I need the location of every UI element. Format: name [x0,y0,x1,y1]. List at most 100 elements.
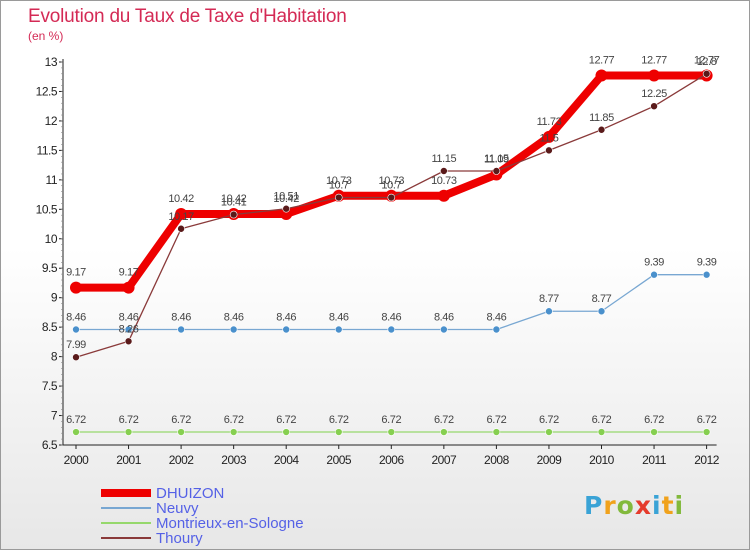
y-tick-label: 8.5 [42,320,58,334]
data-label: 10.73 [326,175,352,187]
data-point [72,325,80,334]
data-point [440,167,448,175]
data-point [545,428,553,436]
y-tick-label: 13 [45,55,58,69]
x-tick-label: 2004 [274,453,300,467]
data-label: 10.41 [221,197,247,209]
data-label: 12.77 [641,55,667,67]
y-tick-label: 8 [51,350,58,364]
data-point [648,69,661,82]
y-tick-label: 11 [46,173,58,187]
chart-title: Evolution du Taux de Taxe d'Habitation [28,6,347,27]
data-point [229,325,238,334]
data-label: 8.46 [329,312,349,324]
y-tick-label: 10 [45,232,58,246]
legend-item: Neuvy [101,500,361,517]
x-tick-label: 2012 [694,453,720,467]
data-label: 6.72 [592,414,612,426]
x-tick-label: 2006 [379,453,405,467]
x-tick-label: 2002 [169,453,195,467]
data-point [124,428,133,436]
data-label: 6.72 [697,414,717,426]
x-tick-label: 2000 [64,453,90,467]
series-neuvy [72,270,711,334]
x-tick-label: 2010 [589,453,615,467]
data-label: 8.46 [276,312,296,324]
data-point [175,208,188,221]
data-point [597,307,606,316]
data-label: 6.72 [66,414,86,426]
data-point [440,325,448,334]
chart-unit: (en %) [28,29,64,43]
data-label: 8.46 [119,312,139,324]
data-point [650,428,658,436]
y-tick-label: 12 [45,114,58,128]
data-label: 10.7 [329,180,349,192]
y-tick-label: 7.5 [42,379,58,393]
data-label: 8.77 [592,293,612,305]
data-point [702,428,711,436]
data-label: 9.17 [66,267,86,279]
proxiti-logo: Proxiti [584,491,684,520]
x-tick-label: 2009 [537,453,563,467]
data-point [597,125,606,134]
data-point [702,270,711,279]
data-label: 6.72 [539,414,559,426]
data-label: 10.51 [273,191,299,203]
data-label: 8.46 [434,312,454,324]
data-label: 10.42 [273,193,299,205]
y-tick-label: 12.5 [36,84,58,98]
data-point [387,325,396,334]
y-tick-label: 9 [51,291,58,305]
data-label: 6.72 [119,414,139,426]
data-label: 11.85 [589,112,614,124]
x-tick-label: 2011 [642,453,667,467]
x-tick-label: 2001 [116,453,142,467]
data-labels-layer: 9.17 9.17 10.42 10.42 10.42 10.73 10.73 10.73 11… [66,55,720,426]
data-label: 6.72 [434,414,454,426]
legend-swatch [101,507,151,509]
data-label: 6.72 [486,414,506,426]
data-label: 11.09 [484,154,509,166]
logo-letter: i [674,491,685,520]
data-point [702,69,711,78]
x-tick-label: 2005 [326,453,352,467]
series-layer [70,69,713,436]
data-label: 8.46 [66,312,86,324]
data-point [334,428,343,436]
x-tick-label: 2008 [484,453,510,467]
data-point [72,428,80,436]
data-label: 6.72 [224,414,244,426]
data-label: 8.46 [224,312,244,324]
data-label: 8.46 [381,312,401,324]
y-tick-label: 10.5 [36,202,58,216]
data-label: 10.7 [381,180,401,192]
data-label: 7.99 [66,339,86,351]
data-label: 9.39 [697,257,717,269]
data-point [282,204,291,213]
data-point [387,428,396,436]
data-label: 6.72 [171,414,191,426]
data-label: 10.42 [221,193,247,205]
data-label: 11.15 [431,153,456,165]
data-label: 12.77 [589,55,615,67]
data-point [70,281,82,294]
legend-swatch [101,522,151,524]
data-point [437,189,450,202]
logo-letter: o [616,491,635,520]
data-point [650,270,658,279]
data-label: 6.72 [276,414,296,426]
data-point [545,146,553,155]
data-point [492,167,501,175]
data-point [387,193,396,202]
axes: 6.5 7 7.5 8 8.5 9 9.5 10 10.5 11 11.5 12 12.5 13 2000 2… [36,55,721,467]
legend-label: DHUIZON [156,485,225,502]
data-label: 11.5 [539,132,558,144]
data-label: 6.72 [644,414,664,426]
data-label: 10.42 [168,193,194,205]
y-tick-label: 7 [51,409,58,423]
data-point [124,337,133,346]
data-label: 10.17 [168,211,194,223]
